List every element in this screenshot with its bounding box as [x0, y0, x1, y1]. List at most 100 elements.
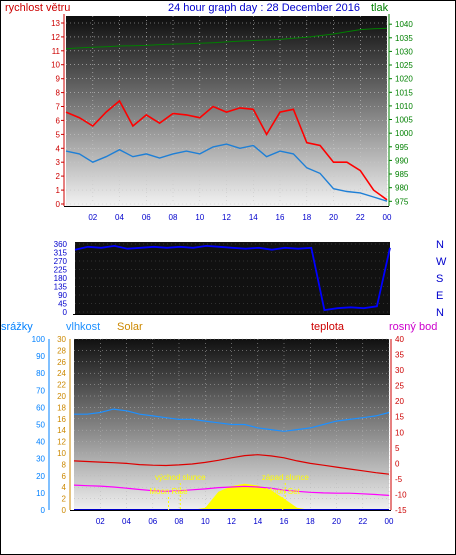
wind-y-tick-label: 1	[56, 186, 61, 195]
solar-y-tick-label: 0	[62, 506, 67, 515]
wind-x-ticks: 02 04 06 08 10 12 14 16 18 20 22 00	[88, 213, 392, 222]
rain-y-tick-label: 30	[36, 455, 45, 464]
direction-y-tick-label: 315	[54, 249, 68, 258]
weather-x-tick-label: 18	[306, 517, 315, 526]
wind-average-line	[65, 143, 388, 202]
compass-label: W	[436, 256, 447, 268]
weather-x-tick-label: 20	[332, 517, 341, 526]
wind-x-tick-label: 00	[383, 213, 392, 222]
direction-y-tick-label: 180	[54, 274, 68, 283]
wind-x-tick-label: 06	[142, 213, 151, 222]
moonset-label: Moon Set	[266, 487, 301, 496]
rain-y-tick-label: 100	[32, 335, 46, 344]
temperature-y-tick-label: 0	[395, 459, 400, 468]
rain-y-tick-label: 70	[36, 386, 45, 395]
direction-y-tick-label: 270	[54, 257, 68, 266]
wind-x-tick-label: 12	[222, 213, 231, 222]
direction-y-tick-label: 45	[58, 300, 67, 309]
wind-y-tick-label: 7	[56, 103, 61, 112]
rain-y-tick-label: 90	[36, 352, 45, 361]
weather-x-tick-label: 14	[253, 517, 262, 526]
direction-y-tick-label: 0	[63, 308, 68, 317]
solar-y-tick-label: 20	[57, 392, 66, 401]
wind-y-tick-label: 3	[56, 158, 61, 167]
weather-x-tick-label: 16	[280, 517, 289, 526]
humidity-label: vlhkost	[66, 321, 100, 333]
temperature-y-tick-label: 25	[395, 382, 404, 391]
pressure-y-tick-label: 1025	[395, 61, 413, 70]
pressure-y-tick-label: 1035	[395, 34, 413, 43]
wind-x-tick-label: 02	[88, 213, 97, 222]
solar-y-tick-label: 22	[57, 381, 66, 390]
compass-label: S	[436, 273, 443, 285]
wind-x-tick-label: 20	[329, 213, 338, 222]
sunset-label: západ slunce	[262, 473, 310, 482]
direction-y-tick-label: 225	[54, 266, 68, 275]
solar-y-tick-label: 28	[57, 346, 66, 355]
weather-x-tick-label: 06	[148, 517, 157, 526]
rain-label: srážky	[1, 321, 33, 333]
wind-y-tick-label: 11	[52, 47, 61, 56]
pressure-y-tick-label: 990	[395, 156, 409, 165]
wind-x-tick-label: 18	[302, 213, 311, 222]
wind-x-tick-label: 14	[249, 213, 258, 222]
temperature-y-tick-label: 20	[395, 397, 404, 406]
solar-y-tick-label: 18	[57, 403, 66, 412]
pressure-y-tick-label: 1010	[395, 102, 413, 111]
temperature-y-tick-label: 15	[395, 413, 404, 422]
pressure-y-tick-label: 1000	[395, 129, 413, 138]
wind-direction-line	[74, 244, 391, 312]
rain-y-tick-label: 80	[36, 369, 45, 378]
solar-label: Solar	[117, 321, 143, 333]
wind-y-tick-label: 8	[56, 89, 61, 98]
weather-x-ticks: 02 04 06 08 10 12 14 16 18 20 22 00	[96, 517, 394, 526]
temperature-y-ticks: -15 -10 -5 0 5 10 15 20 25 30 35 40	[395, 335, 407, 515]
direction-series	[74, 244, 391, 312]
wind-y-tick-label: 10	[51, 61, 60, 70]
pressure-y-tick-label: 975	[395, 197, 409, 206]
solar-y-tick-label: 26	[57, 358, 66, 367]
compass-label: N	[436, 307, 444, 319]
rain-y-tick-label: 50	[36, 421, 45, 430]
solar-y-tick-label: 10	[57, 449, 66, 458]
compass-label: E	[436, 290, 443, 302]
temperature-y-tick-label: 30	[395, 366, 404, 375]
weather-x-tick-label: 02	[96, 517, 105, 526]
temperature-y-tick-label: 5	[395, 444, 400, 453]
weather-x-tick-label: 10	[201, 517, 210, 526]
wind-y-tick-label: 2	[56, 172, 61, 181]
rain-y-tick-label: 20	[36, 472, 45, 481]
astronomy-events: východ slunce západ slunce Moon Rise Moon S…	[149, 473, 309, 510]
wind-plot-area	[66, 16, 387, 206]
weather-grid	[74, 338, 390, 511]
rain-y-tick-label: 60	[36, 403, 45, 412]
wind-y-tick-label: 0	[56, 200, 61, 209]
dewpoint-label: rosný bod	[389, 321, 437, 333]
weather-panel: východ slunce západ slunce Moon Rise Moon S…	[32, 335, 407, 526]
pressure-y-tick-label: 1015	[395, 88, 413, 97]
humidity-line	[74, 408, 390, 432]
solar-y-tick-label: 30	[57, 335, 66, 344]
rain-y-ticks: 0 10 20 30 40 50 60 70 80 90 100	[32, 335, 46, 515]
pressure-y-tick-label: 1020	[395, 75, 413, 84]
weather-x-tick-label: 04	[122, 517, 131, 526]
wind-x-tick-label: 08	[169, 213, 178, 222]
wind-y-tick-label: 4	[56, 144, 61, 153]
compass-label: N	[436, 239, 444, 251]
weather-x-tick-label: 22	[358, 517, 367, 526]
wind-y-tick-label: 12	[51, 33, 60, 42]
temperature-y-tick-label: 40	[395, 335, 404, 344]
wind-x-tick-label: 16	[276, 213, 285, 222]
rain-y-tick-label: 40	[36, 438, 45, 447]
wind-y-tick-label: 6	[56, 116, 61, 125]
moonrise-label: Moon Rise	[149, 487, 188, 496]
weather-x-tick-label: 08	[175, 517, 184, 526]
rain-y-tick-label: 10	[36, 489, 45, 498]
wind-speed-label: rychlost větru	[5, 2, 70, 14]
direction-y-tick-label: 360	[54, 240, 68, 249]
solar-y-tick-label: 16	[57, 415, 66, 424]
